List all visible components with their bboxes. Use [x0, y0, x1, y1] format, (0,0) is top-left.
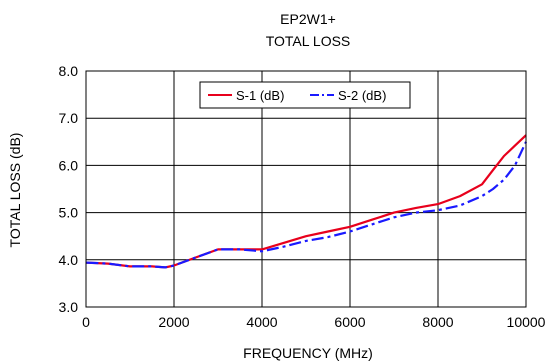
legend-box: [199, 81, 411, 109]
legend-label-s2: S-2 (dB): [338, 88, 386, 103]
chart-subtitle: TOTAL LOSS: [266, 33, 351, 49]
x-tick-label: 2000: [158, 314, 189, 330]
legend-label-s1: S-1 (dB): [236, 88, 284, 103]
chart-title: EP2W1+: [280, 11, 336, 27]
y-tick-label: 8.0: [59, 63, 79, 79]
series-line-s2: [86, 141, 527, 269]
y-tick-label: 6.0: [59, 157, 79, 173]
y-tick-label: 4.0: [59, 252, 79, 268]
series-line-s1: [86, 134, 527, 269]
y-tick-label: 5.0: [59, 205, 79, 221]
y-tick-label: 3.0: [59, 299, 79, 315]
x-tick-label: 10000: [507, 314, 546, 330]
legend: S-1 (dB) S-2 (dB): [199, 81, 411, 109]
x-axis-label: FREQUENCY (MHz): [243, 345, 373, 361]
y-tick-label: 7.0: [59, 110, 79, 126]
y-axis-label: TOTAL LOSS (dB): [7, 133, 23, 248]
plot-frame: [85, 70, 527, 308]
x-tick-label: 6000: [334, 314, 365, 330]
series-lines: [86, 134, 527, 269]
x-tick-label: 4000: [246, 314, 277, 330]
x-tick-label: 8000: [422, 314, 453, 330]
tick-labels: 0 2000 4000 6000 8000 10000 3.0 4.0 5.0 6.0 7.0 8.0: [59, 63, 546, 330]
x-tick-label: 0: [82, 314, 90, 330]
